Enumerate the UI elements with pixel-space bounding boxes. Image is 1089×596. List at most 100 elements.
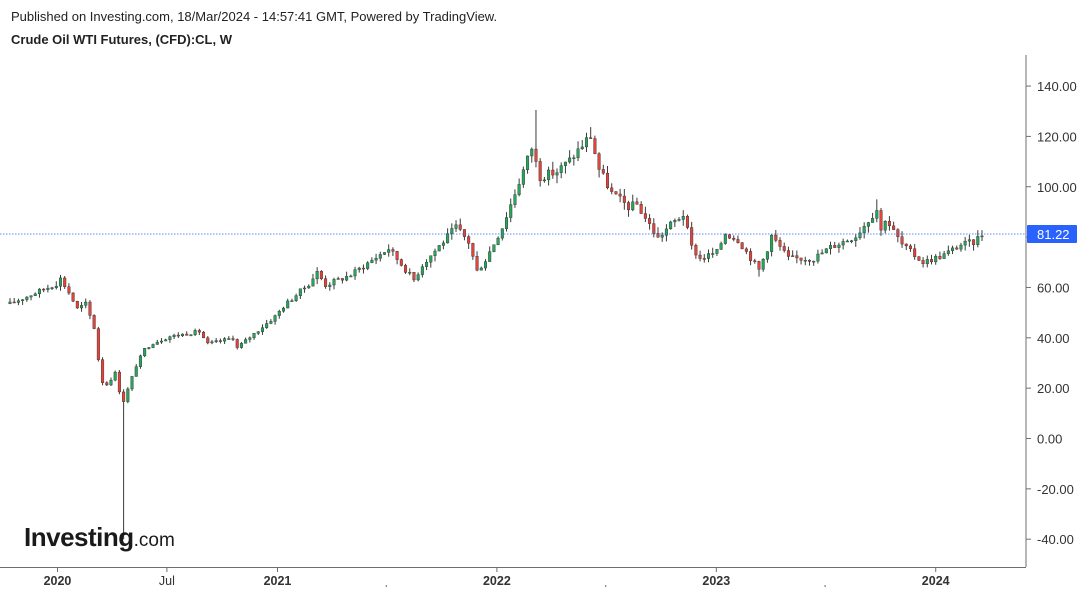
candle-up bbox=[113, 371, 117, 381]
candle-down bbox=[538, 161, 542, 181]
candle-down bbox=[627, 202, 631, 211]
candle-down bbox=[467, 236, 471, 244]
candle-up bbox=[862, 226, 866, 234]
candle-up bbox=[572, 157, 576, 159]
candle-down bbox=[122, 391, 126, 402]
candle-down bbox=[606, 172, 610, 189]
candle-up bbox=[223, 338, 227, 342]
candle-up bbox=[239, 343, 243, 348]
candle-down bbox=[930, 259, 934, 263]
candle-down bbox=[879, 210, 883, 231]
candle-up bbox=[420, 266, 424, 275]
y-tick-label: 40.00 bbox=[1037, 331, 1070, 346]
candle-down bbox=[753, 260, 757, 262]
candle-up bbox=[227, 338, 231, 340]
candle-down bbox=[639, 204, 643, 214]
candle-down bbox=[462, 229, 466, 237]
candle-down bbox=[235, 339, 239, 348]
candle-down bbox=[938, 255, 942, 259]
candle-up bbox=[155, 341, 159, 345]
candle-down bbox=[610, 187, 614, 192]
logo-text: Investing bbox=[24, 522, 134, 552]
candle-up bbox=[181, 333, 185, 337]
candle-up bbox=[303, 287, 307, 290]
candle-up bbox=[816, 253, 820, 262]
candle-up bbox=[770, 234, 774, 252]
candle-up bbox=[479, 267, 483, 271]
candle-up bbox=[761, 259, 765, 270]
candle-up bbox=[505, 217, 509, 229]
candle-down bbox=[319, 271, 323, 279]
candle-down bbox=[749, 251, 753, 261]
x-tick-label: Jul bbox=[159, 574, 175, 588]
candle-down bbox=[92, 315, 96, 329]
candle-down bbox=[105, 382, 109, 386]
candle-down bbox=[340, 278, 344, 281]
candle-down bbox=[799, 257, 803, 261]
candle-down bbox=[757, 261, 761, 270]
candle-up bbox=[673, 220, 677, 223]
candle-up bbox=[286, 300, 290, 309]
candle-up bbox=[812, 260, 816, 263]
candle-up bbox=[820, 252, 824, 255]
candle-up bbox=[576, 148, 580, 158]
candle-up bbox=[214, 340, 218, 343]
candle-up bbox=[441, 242, 445, 246]
investing-logo: Investing.com bbox=[24, 524, 175, 550]
candle-down bbox=[887, 220, 891, 227]
candle-up bbox=[58, 277, 62, 287]
candle-up bbox=[290, 300, 294, 302]
candle-up bbox=[951, 247, 955, 251]
candle-down bbox=[917, 256, 921, 261]
candle-up bbox=[29, 295, 33, 298]
candle-down bbox=[795, 255, 799, 259]
candle-up bbox=[963, 240, 967, 246]
candle-up bbox=[143, 348, 147, 357]
candle-down bbox=[807, 260, 811, 262]
candle-up bbox=[563, 161, 567, 166]
candle-down bbox=[614, 191, 618, 195]
candle-up bbox=[21, 299, 25, 301]
candle-down bbox=[694, 245, 698, 256]
candle-up bbox=[980, 235, 984, 238]
candle-up bbox=[446, 233, 450, 244]
candle-up bbox=[496, 237, 500, 245]
candle-down bbox=[622, 195, 626, 203]
candle-down bbox=[361, 267, 365, 270]
candle-up bbox=[450, 228, 454, 234]
candle-up bbox=[425, 261, 429, 267]
candle-down bbox=[399, 259, 403, 266]
candle-down bbox=[589, 137, 593, 139]
candle-up bbox=[521, 169, 525, 185]
candle-down bbox=[231, 338, 235, 340]
candle-up bbox=[16, 300, 20, 303]
candle-up bbox=[265, 323, 269, 328]
candle-up bbox=[387, 249, 391, 253]
candle-up bbox=[547, 169, 551, 181]
candle-up bbox=[875, 210, 879, 219]
candle-up bbox=[883, 220, 887, 231]
candle-down bbox=[833, 245, 837, 248]
candle-down bbox=[324, 278, 328, 287]
candle-up bbox=[765, 251, 769, 260]
candle-up bbox=[307, 285, 311, 289]
candle-up bbox=[559, 165, 563, 173]
candle-up bbox=[416, 274, 420, 281]
candle-up bbox=[256, 331, 260, 334]
y-tick-label: 60.00 bbox=[1037, 280, 1070, 295]
candle-up bbox=[366, 262, 370, 269]
candle-up bbox=[37, 288, 41, 295]
candle-up bbox=[357, 267, 361, 270]
candle-up bbox=[332, 279, 336, 286]
candle-down bbox=[88, 301, 92, 316]
candle-up bbox=[580, 146, 584, 150]
candle-down bbox=[471, 243, 475, 257]
candle-up bbox=[530, 148, 534, 157]
candle-up bbox=[803, 260, 807, 262]
candle-up bbox=[677, 219, 681, 221]
x-minor-tick bbox=[604, 585, 607, 587]
candle-down bbox=[652, 223, 656, 234]
candle-up bbox=[126, 388, 130, 402]
x-tick-label: 2024 bbox=[922, 574, 950, 588]
